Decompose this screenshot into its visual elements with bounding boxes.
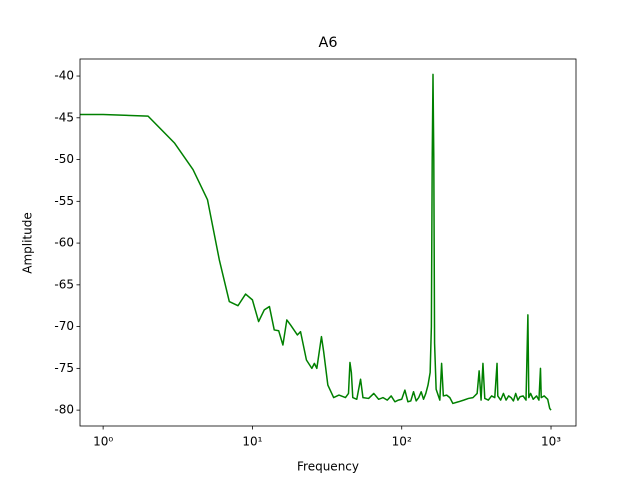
y-axis-label: Amplitude [21,212,35,274]
y-tick-label: -75 [54,361,74,375]
chart-title: A6 [318,35,337,51]
plot-area [80,73,552,411]
y-tick-label: -70 [54,319,74,333]
line [80,73,552,411]
x-tick-label: 10³ [541,435,561,449]
y-tick-label: -45 [54,110,74,124]
y-tick-label: -55 [54,194,74,208]
y-tick-label: -65 [54,277,74,291]
x-axis-label: Frequency [297,460,359,474]
y-tick-label: -40 [54,69,74,83]
x-tick-label: 10⁰ [93,435,113,449]
axes-frame [79,58,577,427]
y-tick-label: -50 [54,152,74,166]
y-tick-label: -60 [54,236,74,250]
x-tick-label: 10² [392,435,412,449]
y-tick-label: -80 [54,403,74,417]
x-tick-label: 10¹ [242,435,262,449]
